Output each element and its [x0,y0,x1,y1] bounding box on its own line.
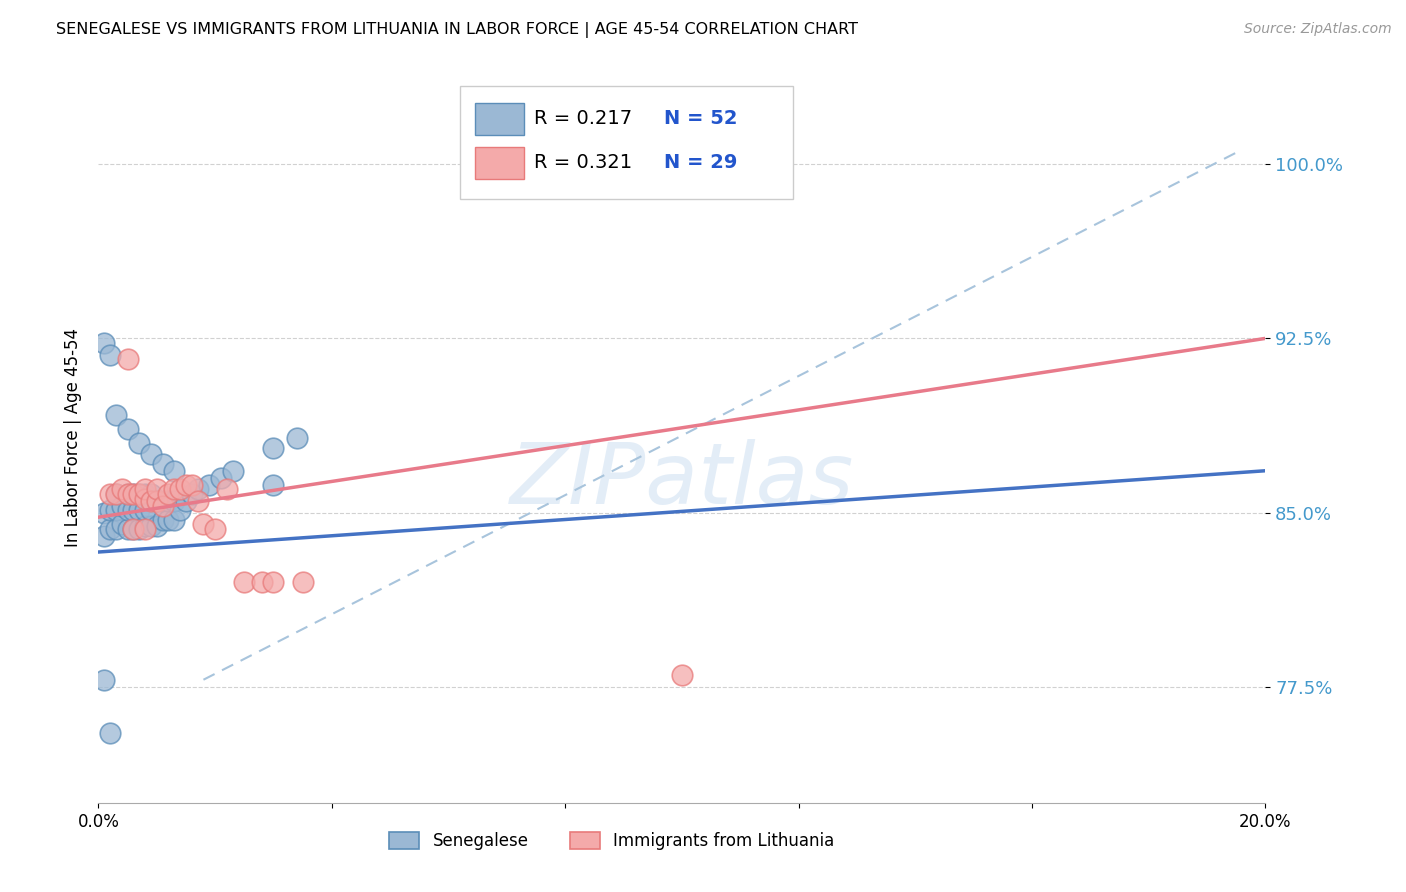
Point [128,503,150,517]
Point [117,487,139,501]
Point [104,408,127,422]
Point [111,499,134,513]
Text: N = 29: N = 29 [665,153,738,172]
Point [221,464,243,478]
Point [262,477,284,491]
Point [122,487,145,501]
Point [163,483,186,497]
Point [169,483,191,497]
Point [128,436,150,450]
Point [250,575,273,590]
Text: SENEGALESE VS IMMIGRANTS FROM LITHUANIA IN LABOR FORCE | AGE 45-54 CORRELATION C: SENEGALESE VS IMMIGRANTS FROM LITHUANIA … [56,22,858,38]
Point [180,487,202,501]
Point [174,494,197,508]
Point [209,471,232,485]
Point [104,487,127,501]
Point [285,431,308,445]
Point [134,519,156,533]
Point [139,494,162,508]
Point [122,487,145,501]
Point [134,522,156,536]
Point [146,483,169,497]
Point [98,348,121,362]
Point [233,575,256,590]
Point [134,503,156,517]
Point [93,336,115,351]
Point [117,487,139,501]
Point [152,494,174,508]
Point [146,519,169,533]
Point [117,422,139,436]
Text: R = 0.321: R = 0.321 [534,153,631,172]
Point [146,494,169,508]
Point [98,487,121,501]
Point [98,522,121,536]
Point [163,464,186,478]
Point [187,483,209,497]
Point [139,519,162,533]
Point [157,512,180,526]
Point [117,522,139,536]
Point [215,483,238,497]
Point [262,441,284,455]
Point [122,522,145,536]
Point [291,575,314,590]
Point [134,491,156,506]
Point [104,522,127,536]
Point [174,477,197,491]
Point [134,487,156,501]
Point [104,487,127,501]
Point [193,517,215,532]
Point [671,668,693,682]
Point [98,503,121,517]
Point [93,529,115,543]
Point [152,499,174,513]
Point [111,517,134,532]
Point [111,483,134,497]
Point [169,503,191,517]
Point [163,494,186,508]
Text: Source: ZipAtlas.com: Source: ZipAtlas.com [1244,22,1392,37]
Point [180,477,202,491]
Text: N = 52: N = 52 [665,110,738,128]
Point [146,494,169,508]
Point [93,673,115,687]
Point [198,477,221,491]
Point [163,512,186,526]
Point [152,512,174,526]
Point [262,575,284,590]
Point [117,352,139,367]
Point [128,522,150,536]
Y-axis label: In Labor Force | Age 45-54: In Labor Force | Age 45-54 [63,327,82,547]
Point [139,487,162,501]
Point [157,487,180,501]
Point [152,457,174,471]
Point [104,503,127,517]
FancyBboxPatch shape [475,146,524,179]
Point [157,494,180,508]
FancyBboxPatch shape [475,103,524,135]
Point [128,487,150,501]
Legend: Senegalese, Immigrants from Lithuania: Senegalese, Immigrants from Lithuania [382,825,841,856]
Point [117,503,139,517]
Point [204,522,226,536]
Point [139,448,162,462]
Point [93,506,115,520]
Text: ZIPatlas: ZIPatlas [510,440,853,523]
Point [187,494,209,508]
Point [128,487,150,501]
Point [122,522,145,536]
Point [122,503,145,517]
Point [134,483,156,497]
Text: R = 0.217: R = 0.217 [534,110,631,128]
Point [139,503,162,517]
Point [98,726,121,740]
FancyBboxPatch shape [460,86,793,200]
